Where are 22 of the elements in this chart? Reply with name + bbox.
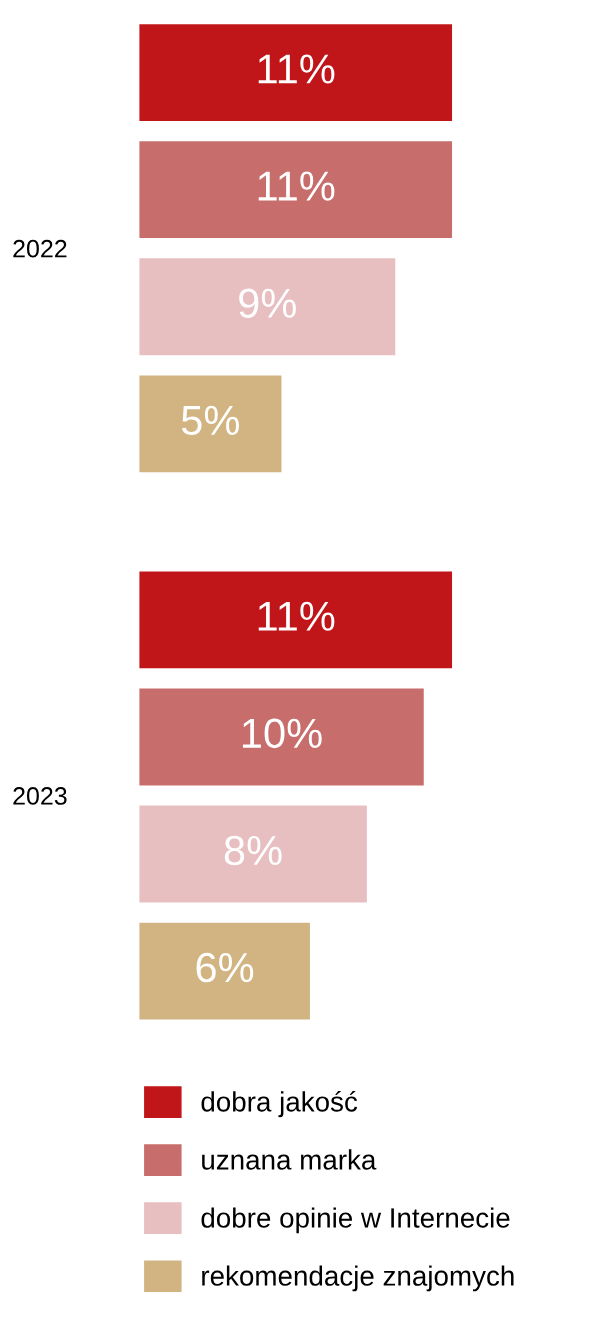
data-label: 6% <box>196 952 254 983</box>
bar <box>139 571 453 669</box>
data-label: 9% <box>239 288 296 318</box>
bar <box>139 688 424 786</box>
data-label: 8% <box>224 835 282 866</box>
legend-label: dobre opinie w Internecie <box>201 1207 510 1234</box>
legend-label: uznana marka <box>202 1149 377 1170</box>
bar <box>139 805 367 903</box>
legend-label: rekomendacje znajomych <box>202 1265 514 1292</box>
data-label: 11% <box>258 54 335 84</box>
bar <box>139 922 310 1020</box>
legend-label: dobra jakość <box>201 1090 358 1118</box>
y-tick-label: 2022 <box>13 239 67 258</box>
data-label: 5% <box>181 405 239 436</box>
bar <box>139 24 453 121</box>
bar <box>139 375 282 473</box>
data-label: 11% <box>258 171 335 201</box>
data-label: 11% <box>258 601 335 631</box>
bar <box>139 141 453 239</box>
data-label: 10% <box>242 718 322 749</box>
bar <box>139 258 396 356</box>
y-tick-label: 2023 <box>13 787 67 805</box>
